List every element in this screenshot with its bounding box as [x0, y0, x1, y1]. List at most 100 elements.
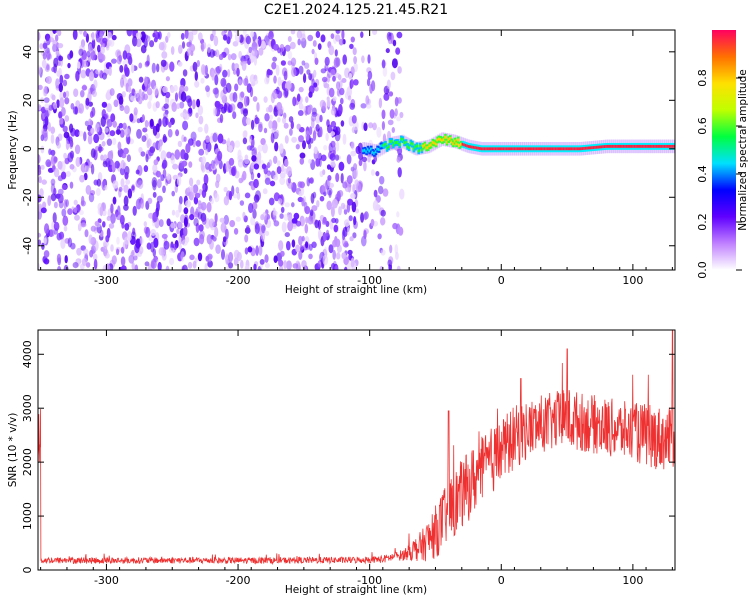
spectrogram-cell: [322, 169, 326, 176]
spectrogram-cell: [283, 70, 288, 81]
spectrogram-cell: [353, 167, 358, 179]
spectrogram-cell: [111, 161, 116, 173]
spectrogram-cell: [197, 105, 204, 116]
spectrogram-cell: [123, 204, 129, 211]
spectrogram-cell: [224, 30, 228, 34]
spectrogram-cell: [330, 120, 337, 128]
track-core: [638, 144, 642, 148]
spectrogram-cell: [108, 66, 112, 76]
spectrogram-cell: [119, 65, 124, 73]
spectrogram-cell: [58, 231, 65, 240]
spectrogram-cell: [262, 211, 268, 221]
spectrogram-cell: [277, 198, 283, 205]
spectrogram-y-label: Frequency (Hz): [7, 110, 19, 189]
spectrogram-cell: [106, 227, 111, 239]
spectrogram-cell: [57, 160, 63, 170]
spectrogram-cell: [274, 141, 279, 152]
spectrogram-cell: [63, 91, 67, 99]
spectrogram-cell: [284, 202, 290, 208]
track-core: [584, 146, 588, 150]
track-core: [617, 144, 621, 148]
track-core: [559, 147, 563, 151]
spectrogram-cell: [279, 177, 286, 185]
spectrogram-cell: [42, 201, 47, 210]
spectrogram-cell: [165, 91, 171, 99]
spectrogram-cell: [93, 133, 100, 144]
spectrogram-cell: [141, 114, 145, 123]
spectrogram-cell: [286, 240, 291, 251]
spectrogram-cell: [250, 171, 255, 181]
spectrogram-cell: [42, 255, 48, 264]
spectrogram-cell: [192, 137, 197, 148]
spectrogram-cell: [160, 150, 167, 161]
spectrogram-cell: [305, 216, 309, 224]
spectrogram-cell: [56, 99, 60, 109]
spectrogram-cell: [313, 146, 318, 155]
spectrogram-cell: [244, 234, 249, 243]
spectrogram-cell: [183, 167, 188, 174]
spectrogram-cell: [333, 224, 339, 233]
spectrogram-cell: [309, 209, 314, 217]
spectrogram-cell: [166, 173, 171, 181]
spectrogram-cell: [141, 36, 145, 43]
spectrogram-cell: [349, 79, 354, 88]
track-core: [586, 146, 589, 150]
snr-series-line: [38, 330, 675, 566]
spectrogram-cell: [88, 192, 95, 203]
spectrogram-cell: [227, 30, 233, 41]
spectrogram-cell: [91, 106, 96, 117]
spectrogram-cell: [242, 30, 247, 36]
spectrogram-cell: [234, 83, 239, 92]
track-core: [543, 147, 547, 151]
spectrogram-cell: [301, 217, 305, 226]
track-core: [655, 144, 659, 148]
spectrogram-cell: [350, 66, 355, 77]
spectrogram-cell: [78, 209, 84, 216]
spectrogram-cell: [176, 221, 183, 230]
spectrogram-cell: [277, 47, 282, 54]
spectrogram-cell: [133, 255, 138, 261]
spectrogram-cell: [248, 46, 253, 54]
spectrogram-cell: [57, 30, 62, 37]
figure-title: C2E1.2024.125.21.45.R21: [264, 2, 448, 18]
track-core: [411, 142, 414, 146]
track-core: [578, 147, 582, 151]
spectrogram-cell: [244, 158, 250, 165]
spectrogram-cell: [185, 200, 192, 208]
spectrogram-cell: [177, 252, 183, 262]
track-core: [458, 144, 462, 148]
spectrogram-cell: [213, 107, 217, 117]
spectrogram-cell: [135, 38, 142, 48]
spectrogram-cell: [264, 177, 271, 185]
spectrogram-cell: [59, 91, 64, 101]
spectrogram-cell: [40, 207, 47, 214]
spectrogram-cell: [342, 181, 348, 189]
spectrogram-cell: [62, 125, 68, 133]
spectrogram-cell: [41, 59, 47, 69]
spectrogram-cell: [109, 130, 116, 137]
spectrogram-cell: [315, 124, 320, 132]
colorbar-tick-label: 0.4: [696, 165, 709, 183]
spectrogram-cell: [86, 50, 91, 58]
spectrogram-cell: [358, 159, 363, 167]
spectrogram-cell: [396, 265, 401, 270]
track-core: [651, 144, 654, 148]
spectrogram-cell: [317, 43, 322, 50]
spectrogram-cell: [361, 55, 365, 64]
spectrogram-cell: [117, 141, 122, 151]
spectrogram-cell: [110, 203, 114, 214]
spectrogram-cell: [322, 254, 329, 266]
spectrogram-cell: [141, 135, 147, 143]
spectrogram-cell: [69, 164, 75, 170]
spectrogram-cell: [327, 124, 332, 134]
spectrogram-cell: [352, 47, 357, 56]
track-core: [461, 142, 465, 146]
spectrogram-cell: [43, 250, 50, 258]
spectrogram-cell: [312, 191, 317, 199]
spectrogram-cell: [205, 85, 210, 92]
track-core: [594, 145, 597, 149]
track-core: [420, 148, 424, 152]
track-core: [412, 147, 416, 151]
track-core: [373, 151, 376, 155]
spectrogram-cell: [111, 34, 117, 41]
